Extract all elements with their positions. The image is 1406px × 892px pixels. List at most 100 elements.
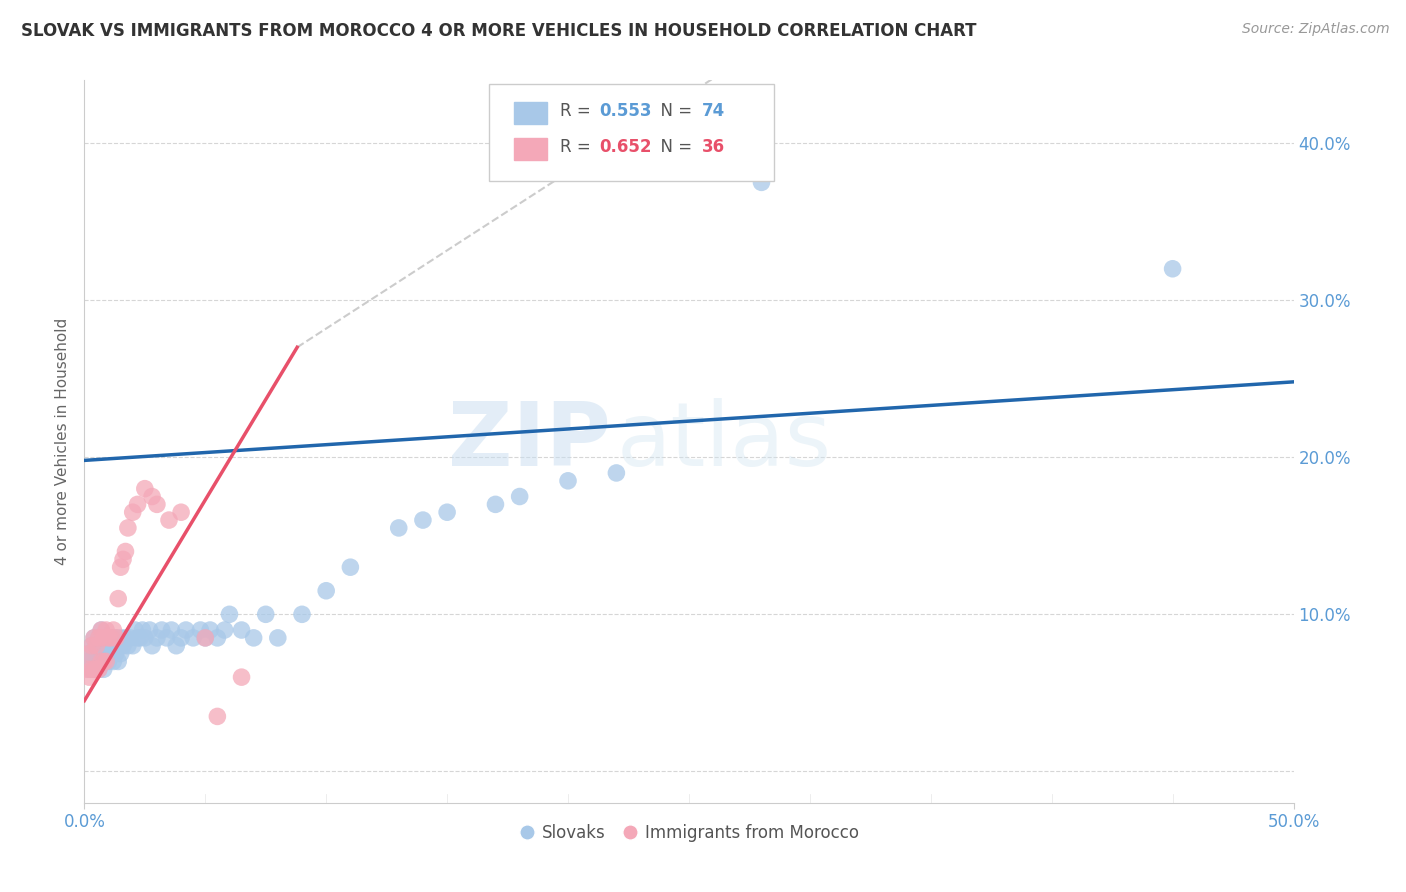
Point (107, 591, 129, 606)
Point (100, 631, 122, 645)
Point (90, 655, 112, 669)
Point (80, 662, 103, 676)
Point (97, 631, 120, 645)
Point (87, 662, 110, 676)
Point (388, 521, 411, 535)
FancyBboxPatch shape (489, 84, 773, 181)
Point (267, 631, 290, 645)
Point (93, 647, 115, 661)
Point (110, 560, 132, 574)
Point (121, 639, 143, 653)
Point (127, 631, 149, 645)
Point (751, 175, 773, 189)
Point (509, 490, 531, 504)
Point (117, 639, 139, 653)
Point (83, 662, 105, 676)
Point (86, 639, 108, 653)
Point (194, 631, 217, 645)
Point (80, 639, 103, 653)
Point (198, 623, 221, 637)
Point (291, 607, 314, 622)
Point (94, 655, 117, 669)
Point (117, 521, 139, 535)
Point (77, 647, 100, 661)
Point (76, 662, 98, 676)
Point (174, 623, 197, 637)
Point (90, 655, 112, 669)
Point (80, 639, 103, 653)
Point (104, 631, 127, 645)
Point (146, 497, 169, 511)
Point (77, 647, 100, 661)
Text: N =: N = (650, 103, 697, 120)
FancyBboxPatch shape (513, 138, 547, 160)
Point (127, 497, 149, 511)
Point (94, 647, 117, 661)
Point (104, 631, 127, 645)
Point (83, 631, 105, 645)
Point (160, 623, 183, 637)
Point (93, 662, 115, 676)
Point (254, 607, 277, 622)
Point (107, 655, 129, 669)
Point (86, 639, 108, 653)
Point (94, 631, 117, 645)
Point (605, 466, 627, 480)
Point (231, 623, 253, 637)
Point (86, 655, 108, 669)
Point (110, 647, 132, 661)
Point (103, 639, 125, 653)
Point (103, 623, 125, 637)
Point (77, 670, 100, 684)
Text: R =: R = (560, 138, 596, 156)
Point (134, 631, 156, 645)
Text: 74: 74 (702, 103, 725, 120)
Point (93, 631, 115, 645)
Point (484, 497, 506, 511)
Text: 0.652: 0.652 (599, 138, 652, 156)
Point (93, 655, 115, 669)
Point (90, 639, 112, 653)
Point (1161, 261, 1184, 276)
Point (170, 631, 193, 645)
Point (86, 647, 108, 661)
Point (76, 655, 98, 669)
Point (181, 631, 204, 645)
Point (412, 513, 434, 527)
Point (87, 662, 110, 676)
Point (104, 647, 127, 661)
Point (94, 655, 117, 669)
Point (339, 560, 361, 574)
Text: R =: R = (560, 103, 596, 120)
Point (150, 623, 173, 637)
Point (97, 639, 120, 653)
Point (436, 505, 458, 519)
Y-axis label: 4 or more Vehicles in Household: 4 or more Vehicles in Household (55, 318, 70, 566)
Point (83, 631, 105, 645)
Point (231, 670, 253, 684)
Point (90, 623, 112, 637)
Text: atlas: atlas (616, 398, 831, 485)
Point (114, 631, 136, 645)
Point (129, 631, 152, 645)
Point (121, 505, 143, 519)
Point (146, 631, 169, 645)
Point (170, 505, 193, 519)
Point (94, 623, 117, 637)
Text: N =: N = (650, 138, 697, 156)
Text: 36: 36 (702, 138, 725, 156)
Point (120, 631, 142, 645)
Point (83, 662, 105, 676)
Point (242, 631, 264, 645)
Point (87, 647, 110, 661)
Point (100, 647, 122, 661)
Point (87, 631, 110, 645)
Point (97, 655, 120, 669)
Text: SLOVAK VS IMMIGRANTS FROM MOROCCO 4 OR MORE VEHICLES IN HOUSEHOLD CORRELATION CH: SLOVAK VS IMMIGRANTS FROM MOROCCO 4 OR M… (21, 22, 977, 40)
Point (155, 631, 177, 645)
Point (86, 662, 108, 676)
Point (190, 623, 212, 637)
FancyBboxPatch shape (513, 102, 547, 124)
Point (77, 662, 100, 676)
Text: Source: ZipAtlas.com: Source: ZipAtlas.com (1241, 22, 1389, 37)
